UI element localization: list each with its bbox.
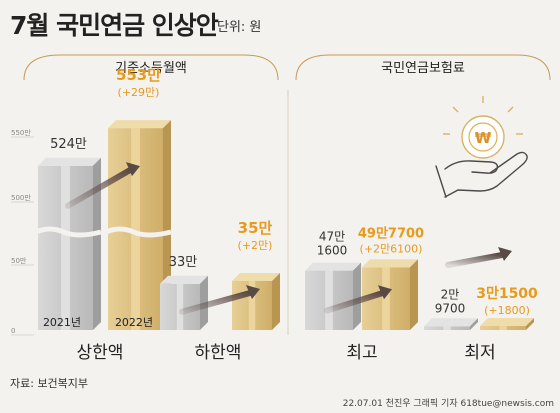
category-label: 최저 — [464, 343, 495, 363]
bar-premium-before-최고 — [305, 262, 361, 330]
section-title-income: 기준소득월액 — [115, 61, 187, 76]
legend-2022: 2022년 — [115, 316, 153, 329]
value-label-after: 49만7700 — [358, 225, 424, 241]
source-note: 자료: 보건복지부 — [10, 377, 89, 390]
value-label-2021: 524만 — [50, 137, 87, 152]
category-label: 하한액 — [195, 343, 242, 363]
increase-arrow — [179, 290, 253, 315]
section-header-income: 기준소득월액 — [23, 54, 279, 81]
category-label: 최고 — [346, 343, 377, 363]
bar-2022년-하한액 — [232, 273, 280, 330]
value-label-before: 47만 — [319, 230, 345, 244]
hand-holding-won-coin-icon: ₩ — [435, 96, 528, 198]
change-label: (+29만) — [118, 86, 160, 99]
increase-arrow — [324, 290, 385, 314]
change-label: (+2만6100) — [360, 242, 423, 255]
bar-2021년-상한액 — [35, 157, 102, 330]
increase-arrow-head — [126, 162, 140, 177]
increase-arrow — [445, 252, 505, 268]
value-label-before: 1600 — [317, 244, 348, 258]
y-tick-label: 550만 — [11, 128, 31, 137]
value-label-2022: 553만 — [116, 66, 161, 84]
increase-arrow-head — [246, 285, 260, 299]
increase-arrow — [65, 167, 133, 209]
unit-label: 단위: 원 — [217, 20, 262, 35]
y-axis: 0 50만 500만 550만 — [11, 128, 34, 336]
value-label-2022: 35만 — [238, 219, 273, 237]
y-tick-label: 50만 — [11, 256, 27, 265]
y-tick-label: 500만 — [11, 193, 31, 202]
change-label: (+1800) — [484, 304, 530, 317]
increase-arrow-head — [498, 247, 512, 261]
value-label-after: 3만1500 — [476, 286, 538, 302]
section-title-premium: 국민연금보험료 — [381, 61, 465, 76]
section-header-premium: 국민연금보험료 — [295, 54, 551, 81]
value-label-before: 2만 — [441, 287, 460, 301]
increase-arrow-head — [378, 285, 392, 300]
y-tick-label: 0 — [11, 327, 15, 335]
bar-premium-after-최고 — [362, 259, 418, 330]
bar-premium-before-최저 — [424, 318, 478, 330]
value-label-before: 9700 — [435, 301, 466, 315]
page-title: 7월 국민연금 인상안 — [10, 11, 219, 40]
bar-2021년-하한액 — [160, 275, 208, 330]
category-label: 상한액 — [77, 343, 124, 363]
legend-2021: 2021년 — [43, 316, 81, 329]
change-label: (+2만) — [238, 239, 273, 252]
bar-premium-after-최저 — [480, 318, 534, 330]
svg-text:₩: ₩ — [475, 129, 492, 147]
credit-note: 22.07.01 천진우 그래픽 기자 618tue@newsis.com — [342, 399, 554, 409]
value-label-2021: 33만 — [169, 255, 198, 270]
